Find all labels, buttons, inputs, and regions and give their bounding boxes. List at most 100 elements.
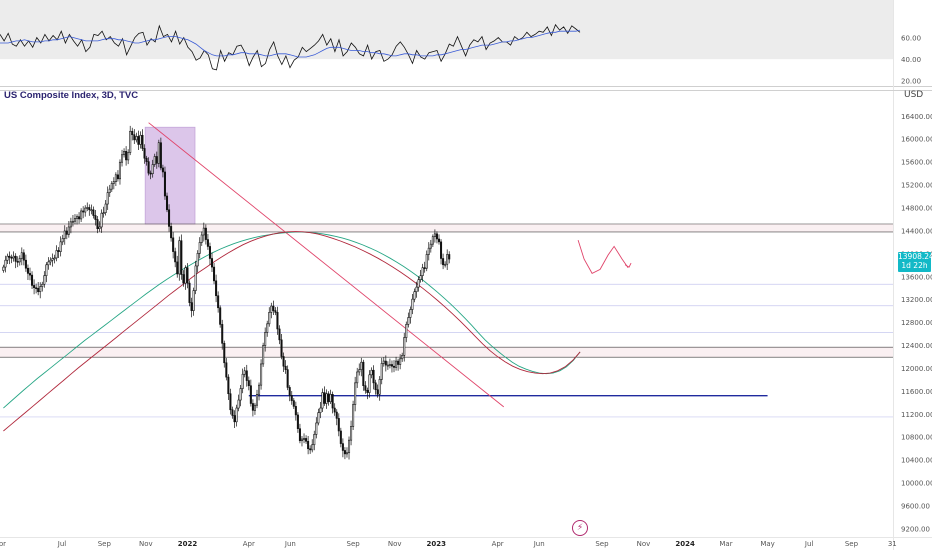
time-tick-label: Mar <box>719 540 732 548</box>
time-tick-label: Sep <box>347 540 361 548</box>
candle-body <box>2 266 5 271</box>
candle-body <box>59 241 62 252</box>
candle-body <box>37 287 40 293</box>
candle-body <box>53 257 56 260</box>
candle-body <box>356 371 359 384</box>
candle-body <box>174 251 177 263</box>
price-tick-label: 15200.00 <box>901 182 932 190</box>
candle-body <box>145 157 148 162</box>
candle-body <box>251 403 254 411</box>
candle-body <box>370 369 373 376</box>
candle-body <box>378 379 381 395</box>
candle-body <box>182 274 185 284</box>
candle-body <box>446 254 449 265</box>
candle-body <box>186 267 189 284</box>
candle-body <box>286 369 289 388</box>
lightning-icon[interactable]: ⚡ <box>572 520 588 536</box>
candle-body <box>204 227 207 240</box>
candle-body <box>102 212 105 214</box>
price-tick-label: 13200.00 <box>901 296 932 304</box>
time-tick-label: Apr <box>243 540 255 548</box>
projection-arrow <box>624 262 632 268</box>
candle-body <box>409 309 412 318</box>
symbol-title: US Composite Index, 3D, TVC <box>4 90 139 101</box>
candle-body <box>431 236 434 245</box>
price-tick-label: 13600.00 <box>901 273 932 281</box>
candle-body <box>421 267 424 276</box>
candle-body <box>360 361 363 370</box>
candle-body <box>157 142 160 164</box>
candle-body <box>309 448 312 451</box>
candle-body <box>401 355 404 360</box>
candle-body <box>444 263 447 266</box>
candle-body <box>300 438 303 442</box>
candle-body <box>362 361 365 387</box>
candle-body <box>26 267 29 274</box>
candle-body <box>184 267 187 284</box>
candle-body <box>386 364 389 367</box>
candle-body <box>376 389 379 395</box>
level-band-0 <box>0 224 893 232</box>
candle-body <box>67 226 70 235</box>
candle-body <box>399 358 402 365</box>
candle-body <box>407 317 410 325</box>
candle-body <box>121 154 124 163</box>
last-price-badge: 13908.24 1d 22h <box>898 252 932 272</box>
candle-body <box>159 142 162 169</box>
candle-body <box>200 234 203 243</box>
candle-body <box>86 207 89 209</box>
candle-body <box>39 286 42 293</box>
candle-body <box>440 241 443 259</box>
candle-body <box>345 452 348 455</box>
time-tick-label: Apr <box>492 540 504 548</box>
candle-body <box>335 411 338 419</box>
candle-body <box>217 295 220 309</box>
candle-body <box>278 328 281 341</box>
candle-body <box>163 171 166 197</box>
candle-body <box>395 360 398 368</box>
candle-body <box>292 400 295 407</box>
candle-body <box>425 254 428 269</box>
candle-body <box>298 428 301 442</box>
candle-body <box>276 312 279 330</box>
candle-body <box>415 286 418 293</box>
candle-body <box>348 439 351 454</box>
time-tick-label: Jul <box>804 540 814 548</box>
candle-body <box>411 298 414 310</box>
candle-body <box>57 250 60 252</box>
candle-body <box>437 238 441 243</box>
candle-body <box>368 374 371 393</box>
price-tick-label: 15600.00 <box>901 159 932 167</box>
price-tick-label: 9600.00 <box>901 502 930 510</box>
supply-zone <box>144 126 196 226</box>
candle-body <box>337 418 340 432</box>
candle-body <box>49 259 52 263</box>
candle-body <box>88 207 91 211</box>
candle-body <box>429 243 432 249</box>
candle-body <box>215 280 218 297</box>
candle-body <box>20 252 23 259</box>
candle-body <box>112 181 115 184</box>
candle-body <box>116 174 119 180</box>
candle-body <box>331 394 334 409</box>
candle-body <box>104 203 107 213</box>
candle-body <box>223 343 226 364</box>
osc-tick-label: 40.00 <box>901 56 921 64</box>
time-tick-label: Sep <box>845 540 859 548</box>
candle-body <box>76 216 79 219</box>
price-tick-label: 11600.00 <box>901 388 932 396</box>
candle-body <box>71 220 74 223</box>
candle-body <box>382 360 385 364</box>
candle-body <box>73 218 77 222</box>
time-tick-label: 2023 <box>427 540 447 548</box>
candle-body <box>125 151 128 161</box>
candle-body <box>190 302 193 311</box>
candle-body <box>247 380 250 387</box>
osc-line-1 <box>0 29 581 58</box>
candle-body <box>225 362 228 378</box>
candle-body <box>168 209 171 227</box>
candle-body <box>137 136 140 145</box>
candle-body <box>41 283 44 287</box>
candle-body <box>6 255 9 261</box>
